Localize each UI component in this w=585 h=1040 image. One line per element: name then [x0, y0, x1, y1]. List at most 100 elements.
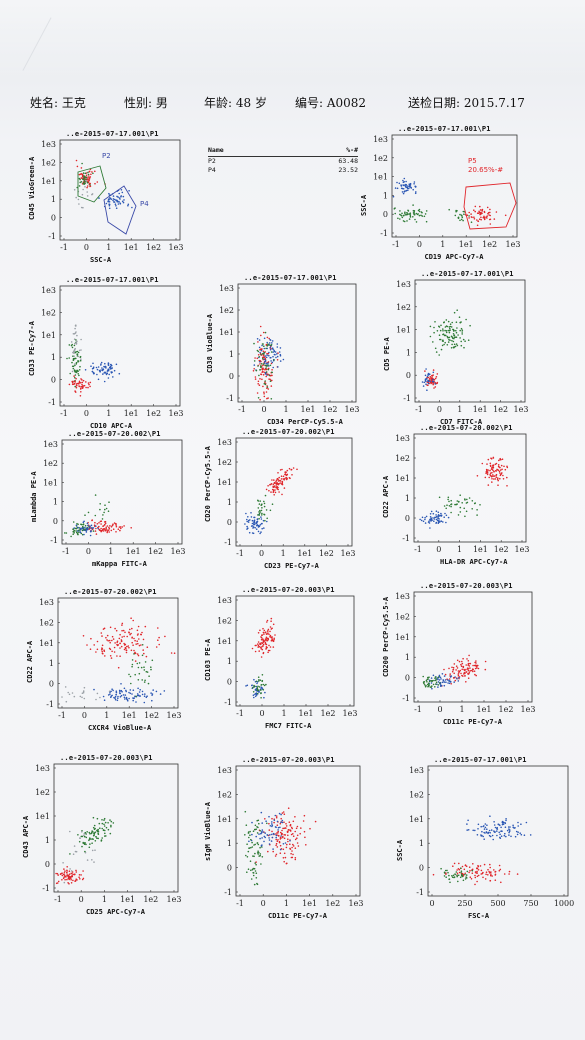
- event-dot: [103, 825, 106, 827]
- gate-p4-polygon[interactable]: [103, 185, 137, 235]
- event-dot: [461, 662, 464, 665]
- event-dot: [263, 500, 265, 503]
- x-axis-label: FSC-A: [468, 912, 490, 920]
- event-dot: [119, 690, 121, 693]
- event-dot: [87, 511, 90, 514]
- event-dot: [264, 519, 266, 522]
- event-dot: [111, 650, 113, 653]
- gate-p5-polygon[interactable]: [463, 182, 517, 230]
- event-dot: [99, 827, 101, 829]
- y-axis-label: SSC-A: [360, 194, 368, 216]
- event-dot: [497, 469, 500, 472]
- event-dot: [64, 875, 67, 878]
- event-dot: [461, 502, 463, 504]
- event-dot: [61, 696, 63, 698]
- event-dot: [86, 527, 88, 530]
- event-dot: [141, 690, 144, 693]
- event-dot: [500, 835, 503, 837]
- event-dot: [453, 663, 456, 665]
- event-dot: [464, 878, 467, 880]
- x-axis-label: CD10 APC-A: [90, 422, 133, 430]
- event-dot: [284, 827, 286, 829]
- event-dot: [103, 649, 105, 651]
- event-dot: [271, 821, 273, 823]
- event-dot: [105, 527, 107, 530]
- event-dot: [279, 848, 282, 851]
- event-dot: [140, 644, 142, 646]
- event-dot: [443, 684, 446, 687]
- event-dot: [157, 639, 159, 641]
- gate-p4-label: P4: [140, 200, 149, 208]
- event-dot: [143, 666, 145, 668]
- y-tick-label: 1e1: [217, 478, 232, 487]
- event-dot: [77, 533, 79, 536]
- event-dot: [82, 690, 85, 693]
- event-dot: [71, 875, 74, 878]
- event-dot: [97, 829, 99, 831]
- event-dot: [143, 695, 146, 697]
- event-dot: [440, 678, 442, 680]
- event-dot: [302, 820, 305, 822]
- event-dot: [457, 514, 460, 516]
- event-dot: [77, 355, 80, 358]
- event-dot: [82, 175, 85, 177]
- event-dot: [440, 514, 443, 517]
- event-dot: [276, 477, 279, 480]
- event-dot: [280, 478, 283, 480]
- event-dot: [90, 524, 93, 527]
- event-dot: [258, 686, 261, 688]
- event-dot: [491, 466, 493, 469]
- event-dot: [276, 486, 279, 489]
- event-dot: [501, 458, 504, 460]
- event-dot: [285, 823, 287, 825]
- event-dot: [88, 383, 90, 386]
- event-dot: [525, 821, 528, 824]
- event-dot: [431, 375, 434, 377]
- event-dot: [277, 830, 279, 833]
- y-axis-label: sIgM VioBlue-A: [204, 801, 212, 861]
- event-dot: [283, 852, 286, 855]
- event-dot: [498, 869, 501, 872]
- event-dot: [131, 627, 133, 630]
- event-dot: [88, 170, 91, 173]
- event-dot: [139, 689, 141, 691]
- event-dot: [474, 874, 476, 877]
- event-dot: [118, 692, 121, 694]
- event-dot: [88, 831, 91, 834]
- event-dot: [476, 875, 479, 878]
- event-dot: [128, 190, 130, 192]
- event-dot: [268, 837, 270, 839]
- event-dot: [284, 834, 287, 836]
- event-dot: [101, 367, 103, 369]
- y-tick-label: 1: [45, 836, 50, 845]
- event-dot: [262, 645, 264, 647]
- event-dot: [475, 660, 477, 662]
- event-dot: [270, 636, 272, 638]
- event-dot: [284, 842, 287, 844]
- event-dot: [470, 878, 473, 880]
- event-dot: [467, 339, 470, 341]
- event-dot: [245, 685, 247, 687]
- event-dot: [254, 689, 257, 691]
- x-tick-label: 1: [281, 549, 286, 558]
- event-dot: [260, 334, 262, 337]
- event-dot: [244, 523, 246, 525]
- x-tick-label: -1: [236, 549, 244, 558]
- event-dot: [452, 328, 455, 331]
- event-dot: [279, 838, 282, 840]
- event-dot: [483, 216, 486, 219]
- event-dot: [88, 182, 91, 185]
- event-dot: [432, 378, 434, 381]
- event-dot: [101, 822, 104, 825]
- event-dot: [497, 477, 499, 479]
- event-dot: [451, 343, 453, 346]
- y-tick-label: 1e1: [409, 815, 424, 824]
- event-dot: [450, 347, 453, 349]
- gate-p2-label: P2: [102, 152, 111, 160]
- event-dot: [412, 204, 414, 206]
- event-dot: [111, 639, 113, 642]
- gate-p2-polygon[interactable]: [77, 165, 107, 203]
- x-tick-label: 0: [261, 899, 266, 908]
- event-dot: [432, 380, 435, 383]
- x-tick-label: 1e3: [169, 243, 184, 252]
